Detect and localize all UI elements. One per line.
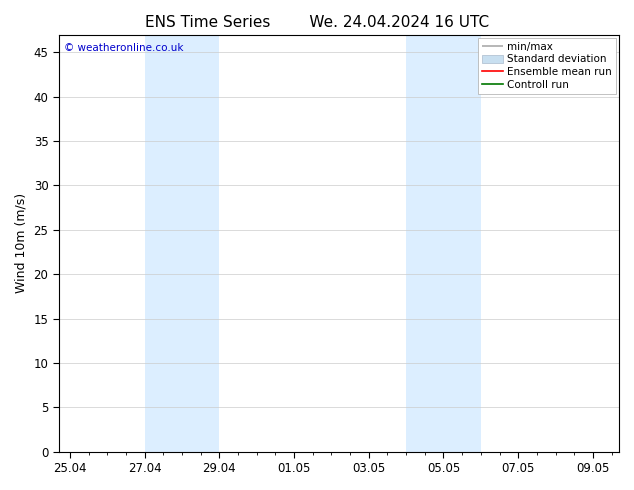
Text: © weatheronline.co.uk: © weatheronline.co.uk: [65, 43, 184, 53]
Bar: [145, 35, 219, 452]
Bar: [406, 35, 481, 452]
Text: ENS Time Series        We. 24.04.2024 16 UTC: ENS Time Series We. 24.04.2024 16 UTC: [145, 15, 489, 30]
Y-axis label: Wind 10m (m/s): Wind 10m (m/s): [15, 193, 28, 293]
Legend: min/max, Standard deviation, Ensemble mean run, Controll run: min/max, Standard deviation, Ensemble me…: [478, 38, 616, 94]
